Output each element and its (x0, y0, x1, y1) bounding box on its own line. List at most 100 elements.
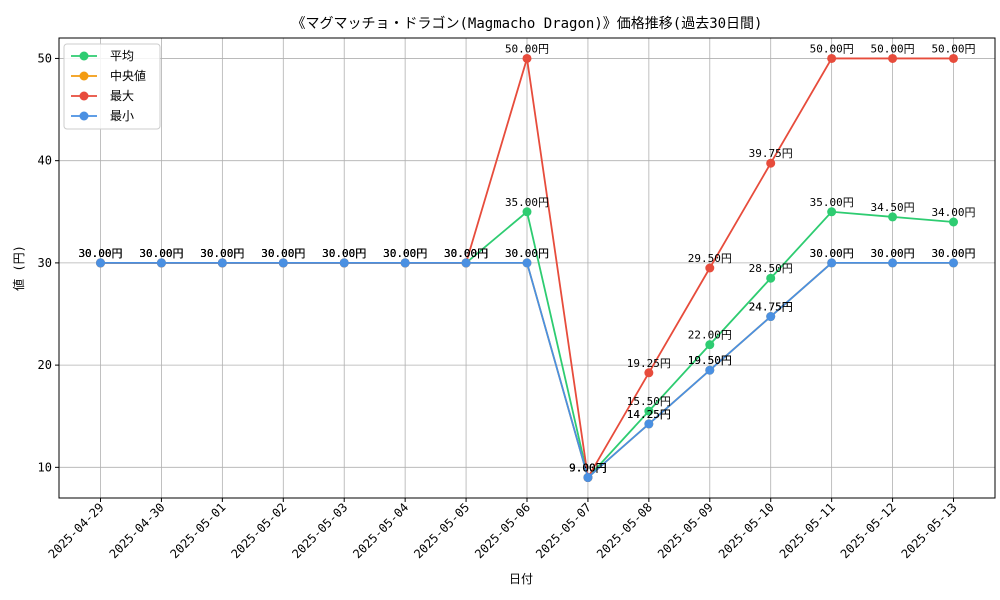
data-label: 50.00円 (810, 42, 854, 55)
data-label: 50.00円 (505, 42, 549, 55)
data-label: 30.00円 (444, 247, 488, 260)
data-point (888, 258, 898, 268)
data-label: 30.00円 (871, 247, 915, 260)
data-point (827, 53, 837, 63)
y-axis: 10 20 30 40 50 (38, 51, 59, 474)
data-label: 30.00円 (78, 247, 122, 260)
data-point (583, 473, 593, 483)
data-label: 30.00円 (200, 247, 244, 260)
data-label: 9.00円 (569, 462, 607, 475)
data-point (827, 207, 837, 217)
data-point (705, 263, 715, 273)
data-label: 30.00円 (322, 247, 366, 260)
data-label: 30.00円 (810, 247, 854, 260)
data-label: 19.50円 (688, 354, 732, 367)
x-tick-label: 2025-05-11 (777, 500, 838, 561)
x-tick-label: 2025-04-29 (46, 500, 107, 561)
data-point (339, 258, 349, 268)
data-label: 14.25円 (627, 408, 671, 421)
data-label: 19.25円 (627, 357, 671, 370)
data-point (217, 258, 227, 268)
data-point (644, 419, 654, 429)
data-label: 30.00円 (383, 247, 427, 260)
data-labels: 30.00円 30.00円 30.00円 30.00円 30.00円 30.00円 30.0… (78, 42, 975, 474)
data-label: 30.00円 (322, 247, 366, 260)
data-label: 30.00円 (261, 247, 305, 260)
legend-box (63, 43, 161, 130)
data-point (949, 258, 958, 268)
data-label: 30.00円 (139, 247, 183, 260)
x-tick-label: 2025-05-12 (838, 500, 899, 561)
data-point (644, 368, 654, 378)
data-point (278, 258, 288, 268)
chart-title: 《マグマッチョ・ドラゴン(Magmacho Dragon)》価格推移(過去30日… (291, 15, 762, 32)
x-tick-label: 2025-05-04 (350, 500, 411, 561)
x-tick-label: 2025-05-07 (533, 500, 594, 561)
legend-label: 最大 (110, 89, 134, 103)
data-point (461, 258, 471, 268)
data-label: 30.00円 (505, 247, 549, 260)
data-label: 30.00円 (444, 247, 488, 260)
data-label: 30.00円 (931, 247, 975, 260)
data-label: 30.00円 (383, 247, 427, 260)
data-label: 19.50円 (688, 354, 732, 367)
data-label: 22.00円 (688, 329, 732, 342)
data-point (766, 312, 776, 322)
legend-label: 平均 (110, 49, 134, 63)
data-label: 9.00円 (569, 462, 607, 475)
data-label: 30.00円 (261, 247, 305, 260)
data-point (766, 273, 776, 283)
data-label: 14.25円 (627, 408, 671, 421)
data-label: 30.00円 (139, 247, 183, 260)
legend-marker (79, 91, 89, 101)
legend-label: 最小 (110, 109, 134, 123)
data-label: 50.00円 (931, 42, 975, 55)
data-label: 30.00円 (261, 247, 305, 260)
data-label: 30.00円 (444, 247, 488, 260)
data-label: 24.75円 (749, 301, 793, 314)
x-tick-label: 2025-05-13 (899, 500, 960, 561)
data-label: 30.00円 (78, 247, 122, 260)
data-label: 24.75円 (749, 301, 793, 314)
data-label: 30.00円 (383, 247, 427, 260)
data-label: 28.50円 (749, 262, 793, 275)
x-tick-label: 2025-05-05 (411, 500, 472, 561)
x-tick-label: 2025-05-08 (594, 500, 655, 561)
data-point (949, 217, 958, 227)
data-label: 30.00円 (322, 247, 366, 260)
y-tick-label: 10 (38, 460, 52, 474)
data-label: 30.00円 (200, 247, 244, 260)
data-label: 30.00円 (78, 247, 122, 260)
data-point (705, 340, 715, 350)
data-point (156, 258, 166, 268)
x-tick-label: 2025-05-02 (228, 500, 289, 561)
data-point (888, 53, 898, 63)
data-label: 35.00円 (505, 196, 549, 209)
x-tick-label: 2025-05-01 (167, 500, 228, 561)
data-point (522, 53, 532, 63)
data-point (766, 158, 776, 168)
data-label: 30.00円 (871, 247, 915, 260)
data-label: 34.50円 (871, 201, 915, 214)
data-point (827, 258, 837, 268)
data-label: 30.00円 (383, 247, 427, 260)
data-point (949, 53, 958, 63)
legend-label: 中央値 (110, 68, 146, 83)
data-label: 30.00円 (322, 247, 366, 260)
data-point (644, 406, 654, 416)
y-tick-label: 40 (38, 154, 52, 168)
data-point (400, 258, 410, 268)
x-tick-label: 2025-05-09 (655, 500, 716, 561)
x-tick-label: 2025-05-10 (716, 500, 777, 561)
legend-marker (79, 111, 89, 121)
data-label: 30.00円 (810, 247, 854, 260)
data-label: 30.00円 (261, 247, 305, 260)
y-tick-label: 50 (38, 51, 52, 65)
data-label: 30.00円 (78, 247, 122, 260)
y-axis-title: 値 (円) (11, 245, 26, 291)
grid (59, 38, 995, 498)
y-tick-label: 20 (38, 358, 52, 372)
x-tick-label: 2025-05-06 (472, 500, 533, 561)
x-axis: 2025-04-29 2025-04-30 2025-05-01 2025-05-02… (46, 498, 960, 561)
